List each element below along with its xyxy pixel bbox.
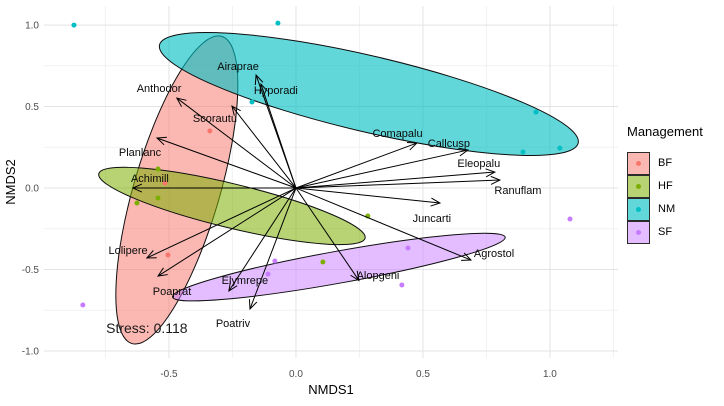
species-labels: Airaprae Hyporadi Anthodor Scorautu Planlanc… xyxy=(108,61,541,330)
point-NM xyxy=(71,22,77,28)
y-tick-label: 0.5 xyxy=(25,102,39,113)
legend-key-dot-BF xyxy=(636,160,641,166)
species-label-Eleopalu: Eleopalu xyxy=(457,158,500,170)
species-label-Scorautu: Scorautu xyxy=(193,113,237,125)
legend-label-SF: SF xyxy=(658,226,673,238)
point-SF xyxy=(272,258,278,264)
x-tick-label: 1.0 xyxy=(543,369,557,380)
point-NM xyxy=(249,99,255,105)
species-arrow-Planlanc xyxy=(155,136,297,189)
legend-label-HF: HF xyxy=(658,180,673,192)
point-SF xyxy=(405,245,411,251)
species-arrow-Eleopalu xyxy=(295,168,497,189)
legend-key-dot-NM xyxy=(636,206,641,212)
legend-key-SF xyxy=(627,220,650,244)
ellipse-HF xyxy=(98,166,366,246)
species-label-Hyporadi: Hyporadi xyxy=(254,85,298,97)
legend-items: BF HF NM SF xyxy=(627,151,703,244)
point-HF xyxy=(320,259,326,265)
species-label-Poaprat: Poaprat xyxy=(153,286,192,298)
species-label-Lolipere: Lolipere xyxy=(108,245,147,257)
species-arrow-Anthodor xyxy=(175,97,297,189)
point-HF xyxy=(155,166,161,172)
species-label-Agrostol: Agrostol xyxy=(474,248,514,260)
legend-title: Management xyxy=(627,124,703,139)
point-BF xyxy=(162,180,168,186)
species-label-Achimill: Achimill xyxy=(131,173,169,185)
species-arrow-Scorautu xyxy=(231,105,297,189)
species-label-Poatriv: Poatriv xyxy=(216,318,251,330)
group-ellipses xyxy=(98,32,579,345)
species-arrow-Lolipere xyxy=(145,187,297,259)
point-SF xyxy=(265,271,271,277)
species-label-Airaprae: Airaprae xyxy=(217,61,259,73)
point-HF xyxy=(155,195,161,201)
legend-label-NM: NM xyxy=(658,203,676,215)
ellipse-NM xyxy=(158,32,579,156)
legend-key-dot-HF xyxy=(636,183,641,189)
legend: Management BF HF NM SF xyxy=(627,122,703,244)
legend-item-SF: SF xyxy=(627,220,703,244)
point-BF xyxy=(207,128,213,134)
legend-key-HF xyxy=(627,174,650,198)
species-label-Elymrepe: Elymrepe xyxy=(222,275,268,287)
species-arrow-Juncarti xyxy=(295,187,442,207)
point-SF xyxy=(399,282,405,288)
sample-points xyxy=(71,20,573,308)
ellipse-SF xyxy=(172,232,506,302)
y-tick-label: 0.0 xyxy=(25,184,39,195)
legend-item-NM: NM xyxy=(627,197,703,221)
point-NM xyxy=(520,149,526,155)
species-label-Planlanc: Planlanc xyxy=(119,147,162,159)
legend-item-BF: BF xyxy=(627,151,703,175)
point-NM xyxy=(275,20,281,26)
point-NM xyxy=(557,145,563,151)
species-label-Alopgeni: Alopgeni xyxy=(357,270,400,282)
y-tick-label: -1.0 xyxy=(22,346,40,357)
legend-key-dot-SF xyxy=(636,229,641,235)
species-arrows xyxy=(131,73,502,311)
x-tick-label: -0.5 xyxy=(160,369,178,380)
species-arrow-Agrostol xyxy=(295,187,473,261)
legend-key-NM xyxy=(627,197,650,221)
species-label-Callcusp: Callcusp xyxy=(428,138,470,150)
x-tick-label: 0.5 xyxy=(416,369,430,380)
species-arrow-Callcusp xyxy=(295,147,470,189)
species-label-Comapalu: Comapalu xyxy=(372,128,422,140)
species-label-Ranuflam: Ranuflam xyxy=(494,185,541,197)
x-tick-label: 0.0 xyxy=(289,369,303,380)
point-SF xyxy=(80,302,86,308)
legend-item-HF: HF xyxy=(627,174,703,198)
stress-annotation: Stress: 0.118 xyxy=(106,320,188,336)
species-arrow-Poaprat xyxy=(157,187,297,277)
point-SF xyxy=(567,216,573,222)
species-arrow-Poatriv xyxy=(248,187,297,311)
axis-tick-labels: -0.5 0.0 0.5 1.0 -1.0 -0.5 0.0 0.5 1.0 xyxy=(22,21,558,380)
species-label-Anthodor: Anthodor xyxy=(137,83,182,95)
y-tick-label: -0.5 xyxy=(22,265,40,276)
species-arrow-Hyporadi xyxy=(259,82,297,189)
y-tick-label: 1.0 xyxy=(25,21,39,32)
species-arrow-Elymrepe xyxy=(228,187,297,293)
legend-label-BF: BF xyxy=(658,157,673,169)
point-HF xyxy=(134,200,140,206)
species-arrow-Alopgeni xyxy=(295,187,360,282)
x-axis-title: NMDS1 xyxy=(308,382,354,397)
point-NM xyxy=(533,109,539,115)
species-arrow-Ranuflam xyxy=(295,175,502,189)
point-BF xyxy=(165,252,171,258)
species-label-Juncarti: Juncarti xyxy=(413,213,452,225)
y-axis-title: NMDS2 xyxy=(3,159,18,205)
legend-key-BF xyxy=(627,151,650,175)
species-arrow-Comapalu xyxy=(295,141,418,189)
